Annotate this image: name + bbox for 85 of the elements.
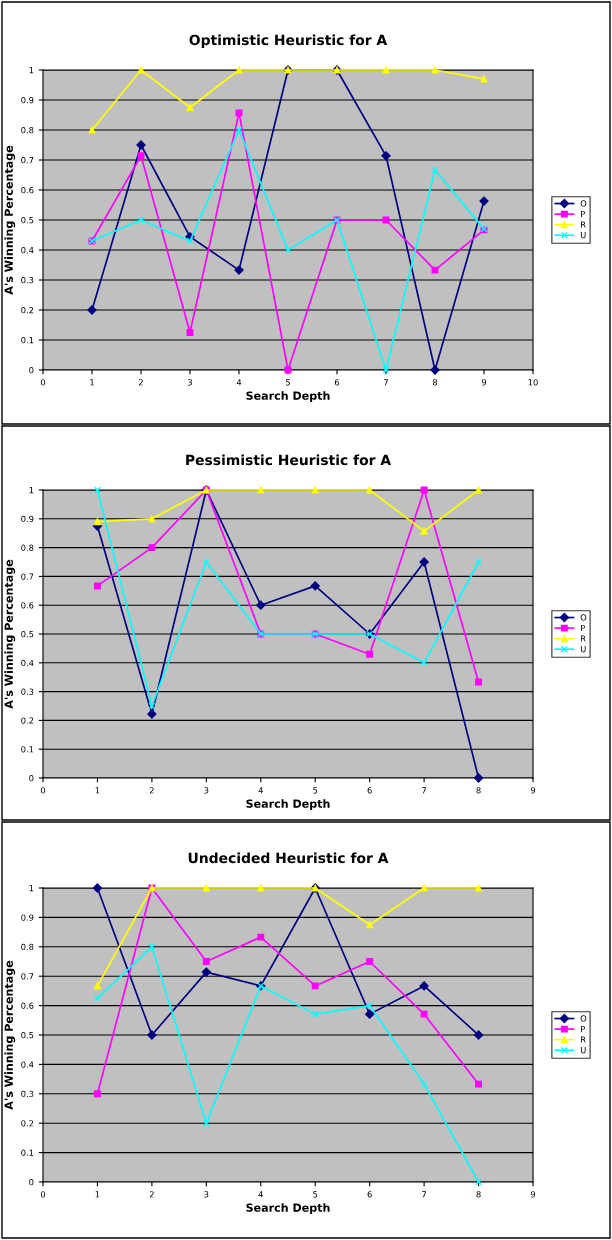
chart-title: Optimistic Heuristic for A	[189, 34, 388, 48]
x-tick-label: 2	[149, 787, 154, 794]
y-tick-label: 0.1	[21, 1149, 34, 1156]
y-tick-label: 0.1	[21, 746, 34, 753]
x-tick-label: 7	[422, 1191, 427, 1198]
x-tick-label: 0	[40, 787, 46, 794]
x-tick-label: 6	[334, 379, 340, 386]
y-tick-label: 0.4	[21, 659, 34, 667]
x-tick-label: 4	[236, 379, 242, 386]
y-tick-label: 1	[29, 67, 34, 74]
x-tick-label: 8	[432, 379, 438, 386]
chart-title: Undecided Heuristic for A	[188, 852, 389, 864]
chart-title: Pessimistic Heuristic for A	[186, 454, 392, 466]
y-tick-label: 0.5	[21, 630, 34, 638]
x-tick-label: 9	[530, 787, 536, 794]
y-tick-label: 1	[29, 885, 34, 892]
x-tick-label: 3	[204, 1191, 209, 1198]
y-tick-label: 0.8	[21, 126, 34, 134]
legend-label: O	[580, 1015, 587, 1022]
x-tick-label: 8	[476, 1191, 481, 1198]
x-tick-label: 3	[187, 379, 192, 386]
y-axis-title: A's Winning Percentage	[4, 145, 16, 295]
y-tick-label: 0.4	[21, 246, 34, 254]
x-tick-label: 1	[90, 379, 94, 386]
y-tick-label: 0.8	[21, 544, 34, 551]
y-tick-label: 0.6	[21, 1002, 34, 1009]
y-tick-label: 0.3	[21, 276, 34, 284]
legend-label: U	[580, 1047, 586, 1054]
legend-label: R	[581, 1036, 586, 1043]
x-tick-label: 7	[422, 787, 427, 794]
x-tick-label: 6	[367, 787, 372, 794]
y-tick-label: 0.3	[21, 688, 34, 695]
x-tick-label: 10	[528, 379, 538, 386]
y-tick-label: 0.3	[21, 1090, 34, 1098]
y-tick-label: 1	[29, 487, 34, 494]
legend-label: O	[580, 614, 587, 621]
y-tick-label: 0.9	[21, 96, 34, 104]
y-tick-label: 0.8	[21, 943, 34, 951]
y-tick-label: 0	[29, 366, 34, 374]
y-tick-label: 0.7	[21, 156, 34, 164]
legend-label: P	[581, 1025, 585, 1033]
y-tick-label: 0.7	[21, 573, 34, 580]
y-axis-title: A's Winning Percentage	[4, 960, 16, 1110]
legend-label: R	[581, 635, 586, 642]
y-tick-label: 0	[29, 1178, 34, 1186]
y-tick-label: 0.5	[21, 216, 34, 224]
y-tick-label: 0.2	[21, 306, 34, 314]
x-axis-title: Search Depth	[246, 799, 330, 811]
legend-label: P	[581, 624, 585, 632]
x-tick-label: 5	[313, 1191, 318, 1198]
y-axis-title: A's Winning Percentage	[4, 559, 16, 709]
legend-label: O	[580, 200, 587, 207]
x-tick-label: 3	[204, 787, 209, 794]
x-tick-label: 1	[95, 787, 100, 794]
y-tick-label: 0.2	[21, 1120, 34, 1127]
x-tick-label: 8	[476, 787, 481, 794]
y-tick-label: 0.9	[21, 515, 34, 523]
y-tick-label: 0.6	[21, 602, 34, 609]
y-tick-label: 0.5	[21, 1031, 34, 1039]
y-tick-label: 0.2	[21, 717, 34, 724]
y-tick-label: 0	[29, 774, 34, 782]
x-axis-title: Search Depth	[246, 391, 330, 403]
legend-label: R	[581, 221, 586, 228]
x-tick-label: 0	[40, 379, 46, 386]
x-tick-label: 9	[530, 1191, 536, 1198]
x-tick-label: 4	[258, 1191, 263, 1198]
x-tick-label: 2	[149, 1191, 154, 1198]
x-tick-label: 5	[285, 379, 290, 386]
x-tick-label: 1	[95, 1191, 100, 1198]
x-tick-label: 0	[40, 1191, 46, 1198]
x-tick-label: 5	[313, 787, 318, 794]
legend-label: U	[580, 232, 586, 239]
x-tick-label: 2	[138, 379, 143, 386]
x-tick-label: 6	[367, 1191, 372, 1198]
y-tick-label: 0.4	[21, 1061, 34, 1068]
x-tick-label: 7	[384, 379, 388, 386]
x-axis-title: Search Depth	[246, 1203, 330, 1215]
y-tick-label: 0.7	[21, 973, 34, 980]
y-tick-label: 0.1	[21, 336, 34, 344]
y-tick-label: 0.9	[21, 914, 34, 921]
x-tick-label: 9	[481, 379, 487, 386]
x-tick-label: 4	[258, 787, 263, 794]
legend-label: P	[581, 210, 585, 218]
y-tick-label: 0.6	[21, 186, 34, 194]
legend-label: U	[580, 646, 586, 653]
